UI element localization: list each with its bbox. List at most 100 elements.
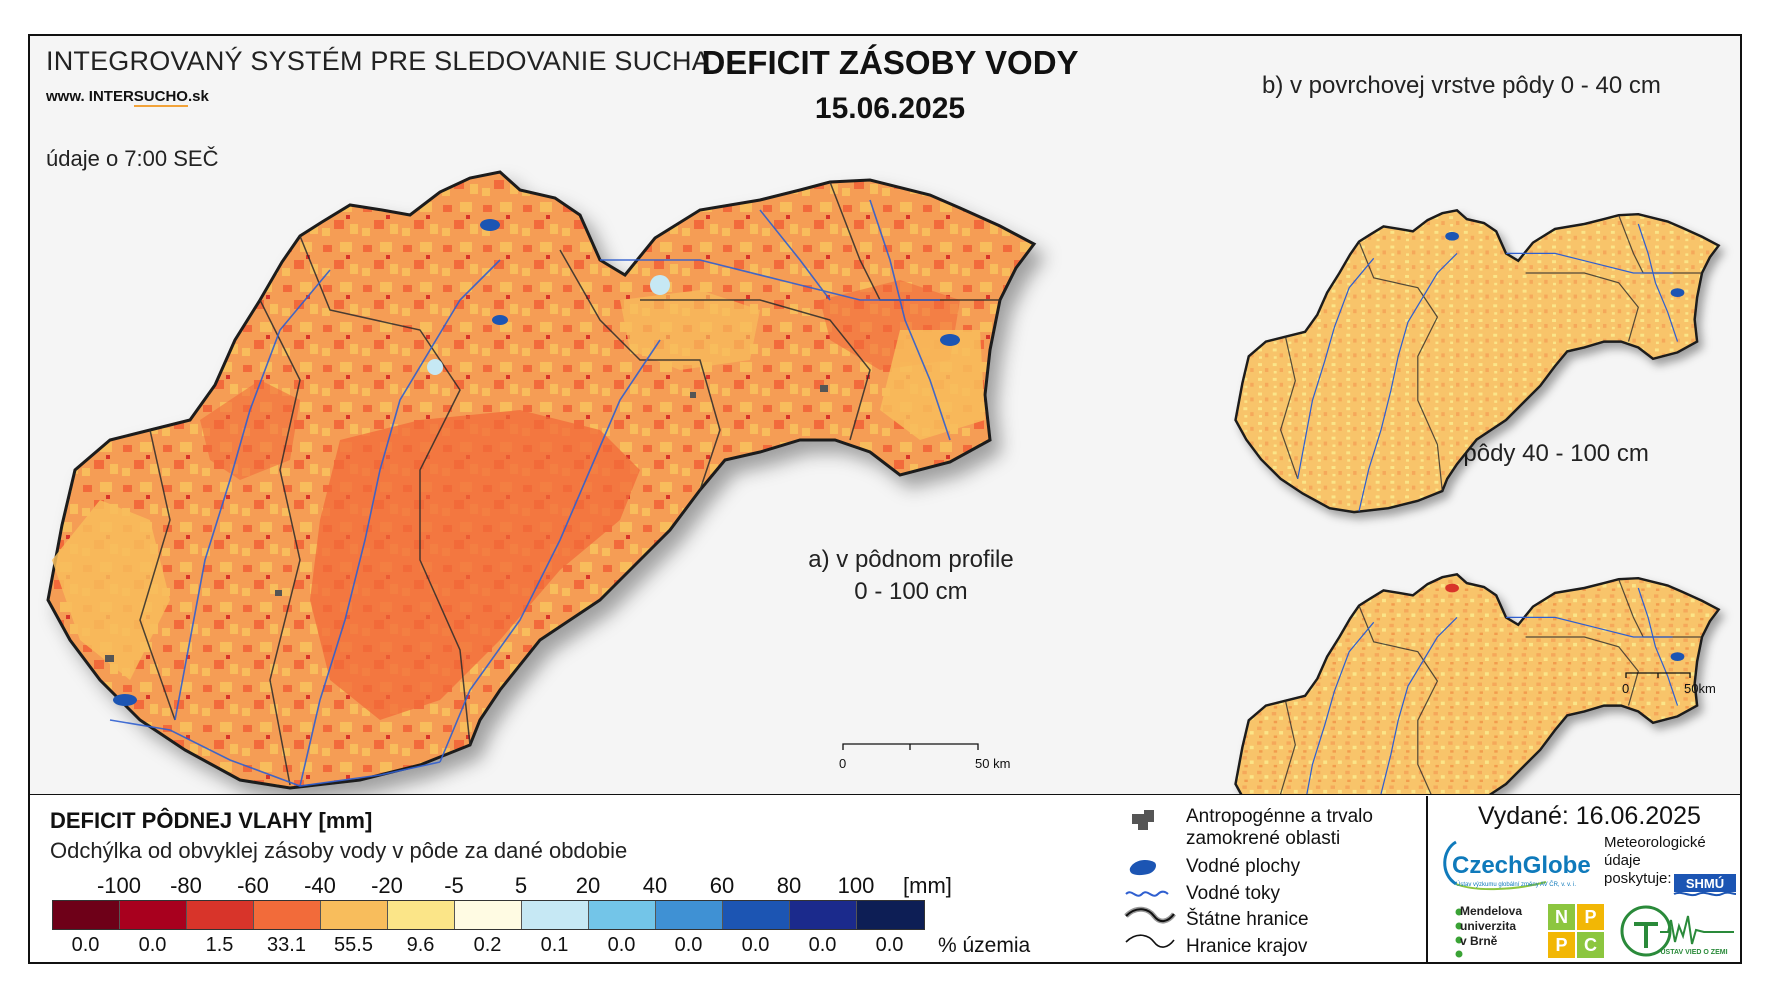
legend-tick: -40 xyxy=(304,873,336,898)
legend-percentage: 0.2 xyxy=(473,934,502,956)
legend-color-box xyxy=(455,901,522,929)
anthropogenic-icon xyxy=(1132,810,1154,830)
legend-title: DEFICIT PÔDNEJ VLAHY [mm] xyxy=(50,808,373,833)
legend-color-box xyxy=(321,901,388,929)
website-url[interactable]: www. INTERSUCHO.sk xyxy=(46,88,209,107)
czechglobe-name: CzechGlobe xyxy=(1452,852,1591,879)
legend-percentage: 0.0 xyxy=(138,934,167,956)
legend-percentage: 55.5 xyxy=(334,934,373,956)
legend-color-box xyxy=(656,901,723,929)
czechglobe-logo xyxy=(1443,840,1547,891)
scale-main-zero: 0 xyxy=(839,756,847,771)
legend-percentage: 0.0 xyxy=(71,934,100,956)
legend-color-box xyxy=(857,901,924,929)
key-state-border: Štátne hranice xyxy=(1186,909,1309,930)
scale-main-end: 50 km xyxy=(975,756,1011,771)
mendel-line2: univerzita xyxy=(1460,919,1517,933)
meteo-line1: Meteorologické xyxy=(1604,834,1706,851)
legend-tick: -20 xyxy=(371,873,403,898)
issued-date: Vydané: 16.06.2025 xyxy=(1478,802,1701,830)
legend-percentage: 0.0 xyxy=(607,934,636,956)
maps-canvas xyxy=(46,170,1720,794)
czechglobe-subtitle: Ústav výzkumu globální změny AV ČR, v. v… xyxy=(1456,882,1577,888)
scale-small-zero: 0 xyxy=(1622,681,1630,696)
legend-panel xyxy=(28,794,1742,964)
mendel-dots-icon xyxy=(1455,908,1463,958)
legend-tick: -100 xyxy=(96,873,142,898)
map-b xyxy=(1234,209,1720,514)
legend-color-box xyxy=(522,901,589,929)
legend-unit: [mm] xyxy=(903,873,952,898)
legend-tick: 5 xyxy=(514,873,528,898)
legend-color-box xyxy=(120,901,187,929)
legend-color-box xyxy=(723,901,790,929)
legend-percentage: 0.0 xyxy=(808,934,837,956)
legend-color-box xyxy=(254,901,321,929)
legend-color-box xyxy=(187,901,254,929)
uvz-logo: ÚSTAV VIED O ZEMI xyxy=(1620,905,1734,957)
legend-color-box xyxy=(53,901,120,929)
legend-tick: 60 xyxy=(709,873,735,898)
legend-tick: -60 xyxy=(237,873,269,898)
key-symbols xyxy=(1124,810,1176,948)
scale-bar-main xyxy=(842,743,979,750)
footer-divider xyxy=(1426,796,1428,962)
legend-tick: 80 xyxy=(776,873,802,898)
legend-tick: 20 xyxy=(575,873,601,898)
legend-percentage: 0.0 xyxy=(674,934,703,956)
legend-percentage: 0.1 xyxy=(540,934,569,956)
url-suffix: .sk xyxy=(187,88,209,105)
system-title: INTEGROVANÝ SYSTÉM PRE SLEDOVANIE SUCHA xyxy=(46,46,710,76)
main-date: 15.06.2025 xyxy=(814,92,966,125)
legend-color-box xyxy=(790,901,857,929)
map-a xyxy=(46,170,1036,790)
legend-subtitle: Odchýlka od obvyklej zásoby vody v pôde … xyxy=(50,838,628,863)
key-water-bodies: Vodné plochy xyxy=(1186,856,1301,877)
legend-percentage: 0.0 xyxy=(741,934,770,956)
map-a-depth: 0 - 100 cm xyxy=(854,578,968,605)
nppc-letter-1: N xyxy=(1548,904,1575,930)
legend-color-box xyxy=(589,901,656,929)
shmu-text: SHMÚ xyxy=(1686,876,1724,891)
meteo-line3: poskytuje: xyxy=(1604,870,1672,887)
nppc-letter-4: C xyxy=(1577,932,1604,958)
state-border-icon xyxy=(1124,906,1176,924)
key-water-streams: Vodné toky xyxy=(1186,883,1281,904)
legend-tick: 100 xyxy=(837,873,875,898)
nppc-logo: N P P C xyxy=(1548,904,1606,960)
mendel-logo: Mendelova univerzita v Brně xyxy=(1460,904,1522,949)
uvz-text: ÚSTAV VIED O ZEMI xyxy=(1660,947,1727,956)
legend-tick: 40 xyxy=(642,873,668,898)
water-body-icon xyxy=(1129,860,1156,876)
scale-bar-small xyxy=(1625,672,1691,678)
legend-percentage: 1.5 xyxy=(205,934,234,956)
key-anthropogenic-line2: zamokrené oblasti xyxy=(1186,828,1341,849)
legend-percentage: 9.6 xyxy=(406,934,435,956)
legend-tick: -80 xyxy=(170,873,202,898)
key-region-border: Hranice krajov xyxy=(1186,936,1308,957)
main-title: DEFICIT ZÁSOBY VODY xyxy=(701,44,1079,81)
map-a-label: a) v pôdnom profile xyxy=(808,546,1014,573)
scale-small-end: 50km xyxy=(1684,681,1716,696)
shmu-logo: SHMÚ xyxy=(1673,874,1737,897)
legend-color-box xyxy=(388,901,455,929)
time-note: údaje o 7:00 SEČ xyxy=(46,146,219,171)
map-b-label: b) v povrchovej vrstve pôdy 0 - 40 cm xyxy=(1262,72,1661,99)
mendel-line1: Mendelova xyxy=(1460,904,1523,918)
legend-percentage: 0.0 xyxy=(875,934,904,956)
meteo-credit: Meteorologické údaje poskytuje: xyxy=(1604,834,1706,888)
url-highlight: SUCHO xyxy=(133,88,188,107)
mendel-line3: v Brně xyxy=(1460,934,1498,948)
key-anthropogenic-line1: Antropogénne a trvalo xyxy=(1186,806,1373,827)
nppc-letter-2: P xyxy=(1577,904,1604,930)
meteo-line2: údaje xyxy=(1604,852,1641,869)
water-stream-icon xyxy=(1125,890,1169,897)
legend-color-scale xyxy=(52,900,925,930)
nppc-letter-3: P xyxy=(1548,932,1575,958)
map-c xyxy=(1234,573,1720,794)
legend-pct-unit: % územia xyxy=(938,934,1031,957)
legend-percentage: 33.1 xyxy=(267,934,306,956)
url-prefix: www. INTER xyxy=(46,88,134,105)
region-border-icon xyxy=(1125,934,1175,948)
legend-tick: -5 xyxy=(444,873,464,898)
